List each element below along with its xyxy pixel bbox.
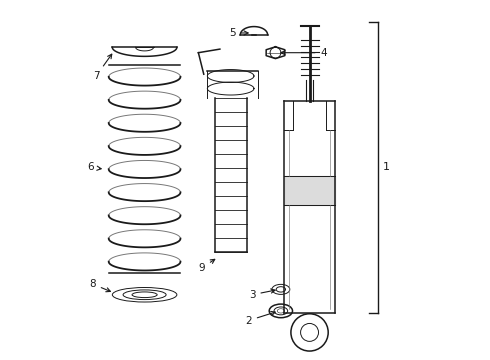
Text: 4: 4 bbox=[281, 48, 327, 58]
Text: 2: 2 bbox=[245, 311, 275, 325]
Text: 5: 5 bbox=[229, 28, 248, 38]
Text: 6: 6 bbox=[88, 162, 101, 172]
Text: 7: 7 bbox=[93, 54, 112, 81]
Text: 8: 8 bbox=[89, 279, 110, 292]
Text: 1: 1 bbox=[383, 162, 390, 172]
Text: 3: 3 bbox=[249, 289, 275, 300]
Text: 9: 9 bbox=[198, 259, 215, 273]
